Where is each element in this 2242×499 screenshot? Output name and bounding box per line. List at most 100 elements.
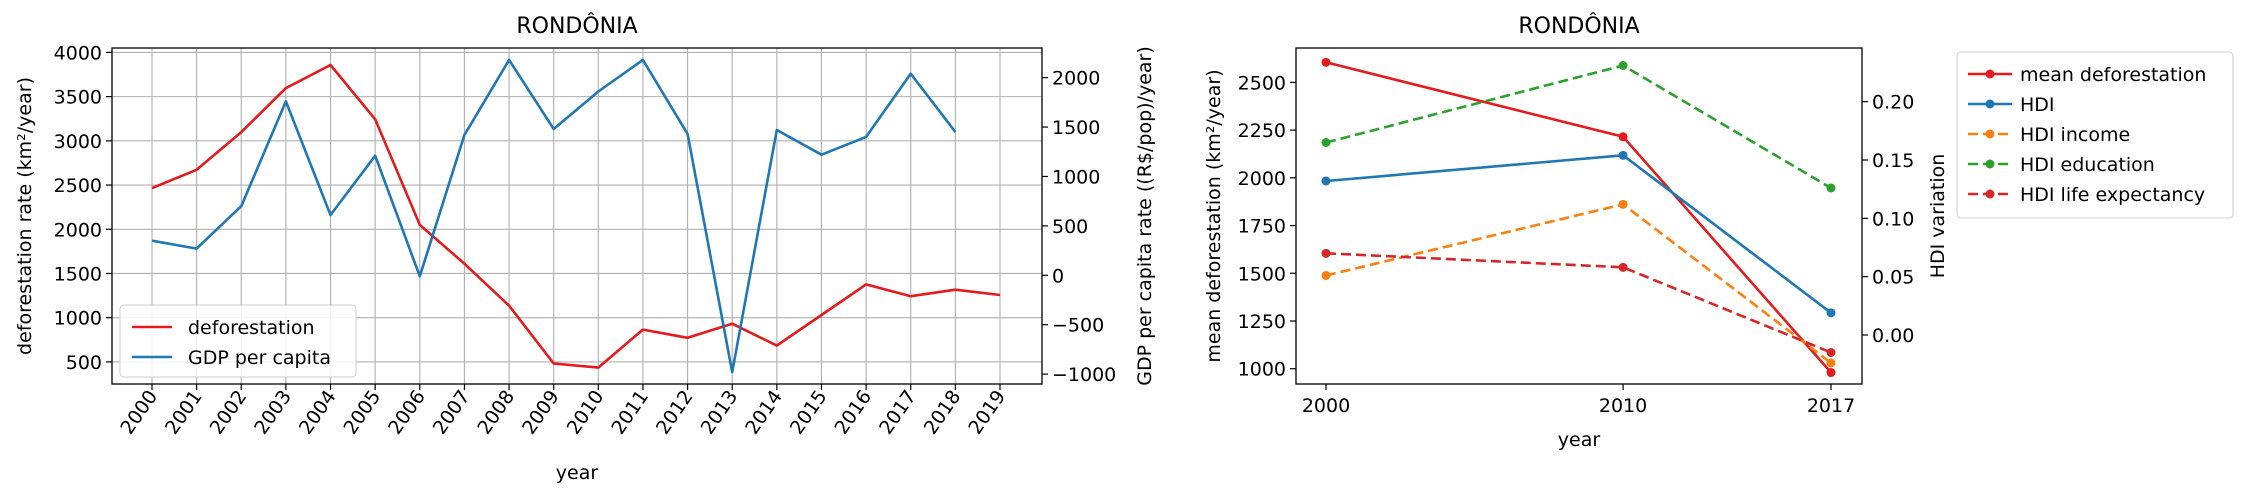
x-axis-label: year bbox=[556, 462, 599, 484]
x-tick-label: 2017 bbox=[875, 386, 921, 438]
y-tick-label: 2500 bbox=[54, 175, 102, 197]
series-line-mean-deforestation bbox=[1325, 61, 1832, 374]
data-point-hdi bbox=[1618, 150, 1628, 160]
data-point-hdi-education bbox=[1826, 183, 1836, 193]
y2-tick-label: 1000 bbox=[1052, 166, 1100, 188]
y-tick-label: 1500 bbox=[1238, 263, 1286, 285]
y-tick-label: 4000 bbox=[54, 42, 102, 64]
legend-label-deforestation: deforestation bbox=[188, 317, 315, 339]
x-tick-label: 2010 bbox=[563, 386, 609, 438]
x-tick-label: 2018 bbox=[920, 386, 966, 438]
y-tick-label: 1000 bbox=[54, 308, 102, 330]
legend-label-hdi: HDI bbox=[2020, 94, 2055, 116]
y2-axis-label: GDP per capita rate ((R$/pop)/year) bbox=[1134, 46, 1156, 386]
x-tick-label: 2000 bbox=[1302, 395, 1350, 417]
y-tick-label: 1250 bbox=[1238, 311, 1286, 333]
y-axis-ticks: 1000 1250 1500 1750 2000 2250 2500 bbox=[1238, 72, 1296, 381]
x-tick-label: 2019 bbox=[964, 386, 1010, 438]
x-tick-label: 2016 bbox=[830, 386, 876, 438]
x-tick-label: 2002 bbox=[206, 386, 252, 438]
y2-tick-label: 2000 bbox=[1052, 68, 1100, 90]
y-axis-label: deforestation rate (km²/year) bbox=[14, 77, 36, 355]
legend-box bbox=[119, 304, 357, 378]
series-layer bbox=[151, 58, 1001, 374]
series-line-deforestation bbox=[151, 63, 1001, 369]
y2-tick-label: 0.00 bbox=[1872, 325, 1914, 347]
data-point-mean-deforestation bbox=[1618, 132, 1628, 142]
x-tick-label: 2004 bbox=[295, 386, 341, 438]
y-axis-label: mean deforestation (km²/year) bbox=[1203, 69, 1225, 362]
legend-marker-hdi bbox=[1985, 99, 1995, 109]
data-point-hdi bbox=[1826, 308, 1836, 318]
data-point-mean-deforestation bbox=[1826, 368, 1836, 378]
y2-axis-ticks: 0.00 0.05 0.10 0.15 0.20 bbox=[1862, 92, 1914, 347]
y-tick-label: 2000 bbox=[54, 219, 102, 241]
series-line-hdi-life-expectancy bbox=[1325, 252, 1832, 354]
x-tick-label: 2007 bbox=[429, 386, 475, 438]
x-axis-label: year bbox=[1558, 429, 1601, 451]
x-tick-label: 2005 bbox=[339, 386, 385, 438]
legend-items: mean deforestation HDI HDI income HDI educa… bbox=[1968, 64, 2206, 206]
legend: deforestation GDP per capita bbox=[119, 304, 357, 378]
y2-tick-label: 0 bbox=[1052, 265, 1064, 287]
series-line-hdi bbox=[1325, 154, 1832, 314]
y-tick-label: 1500 bbox=[54, 263, 102, 285]
y-tick-label: 2250 bbox=[1238, 120, 1286, 142]
y-axis-ticks: 500 1000 1500 2000 2500 3000 3500 4000 bbox=[54, 42, 112, 374]
legend-label-mean-deforestation: mean deforestation bbox=[2020, 64, 2206, 86]
legend-marker-hdi-education bbox=[1985, 159, 1995, 169]
data-point-hdi-income bbox=[1618, 199, 1628, 209]
y-tick-label: 3000 bbox=[54, 131, 102, 153]
data-point-hdi bbox=[1321, 176, 1331, 186]
y-tick-label: 3500 bbox=[54, 87, 102, 109]
legend-marker-hdi-life-expectancy bbox=[1985, 189, 1995, 199]
x-tick-label: 2014 bbox=[741, 386, 787, 438]
legend-label-hdi-life-expectancy: HDI life expectancy bbox=[2020, 184, 2205, 206]
x-axis-ticks: 2000 2010 2017 bbox=[1302, 384, 1855, 417]
legend-label-hdi-income: HDI income bbox=[2020, 124, 2130, 146]
legend-marker-mean-deforestation bbox=[1985, 69, 1995, 79]
plot-frame bbox=[111, 47, 1043, 385]
y-tick-label: 2000 bbox=[1238, 168, 1286, 190]
x-tick-label: 2001 bbox=[161, 386, 207, 438]
legend-marker-hdi-income bbox=[1985, 129, 1995, 139]
x-tick-label: 2006 bbox=[384, 386, 430, 438]
chart-title: RONDÔNIA bbox=[1518, 13, 1639, 39]
deforestation-gdp-chart: 500 1000 1500 2000 2500 3000 3500 4000 −1000 −50… bbox=[14, 13, 1156, 484]
x-tick-label: 2009 bbox=[518, 386, 564, 438]
series-line-hdi-income bbox=[1325, 203, 1832, 365]
x-tick-label: 2017 bbox=[1807, 395, 1855, 417]
x-tick-label: 2010 bbox=[1599, 395, 1647, 417]
legend: mean deforestation HDI HDI income HDI educa… bbox=[1956, 51, 2234, 219]
y2-tick-label: 0.10 bbox=[1872, 208, 1914, 230]
x-axis-ticks: 2000200120022003200420052006200720082009… bbox=[116, 384, 1010, 438]
legend-label-gdp-per-capita: GDP per capita bbox=[188, 347, 331, 369]
x-tick-label: 2015 bbox=[786, 386, 832, 438]
legend-box bbox=[1956, 51, 2234, 219]
x-tick-label: 2008 bbox=[473, 386, 519, 438]
data-point-hdi-life-expectancy bbox=[1321, 248, 1331, 258]
legend-label-hdi-education: HDI education bbox=[2020, 154, 2155, 176]
data-point-hdi-education bbox=[1618, 61, 1628, 70]
y2-tick-label: −1000 bbox=[1052, 364, 1116, 386]
x-tick-label: 2011 bbox=[607, 386, 653, 438]
hdi-chart: 1000 1250 1500 1750 2000 2250 2500 0.00 0.05 0.1… bbox=[1203, 13, 2234, 451]
y2-tick-label: 1500 bbox=[1052, 117, 1100, 139]
y2-tick-label: 0.15 bbox=[1872, 150, 1914, 172]
data-point-hdi-life-expectancy bbox=[1618, 262, 1628, 272]
grid bbox=[112, 48, 1042, 384]
data-point-hdi-education bbox=[1321, 138, 1331, 147]
x-tick-label: 2003 bbox=[250, 386, 296, 438]
y2-tick-label: 0.20 bbox=[1872, 92, 1914, 114]
y2-tick-label: 500 bbox=[1052, 216, 1088, 238]
data-point-mean-deforestation bbox=[1321, 57, 1331, 67]
data-point-hdi-income bbox=[1826, 358, 1836, 368]
y2-tick-label: 0.05 bbox=[1872, 267, 1914, 289]
series-layer bbox=[1321, 57, 1836, 378]
y-tick-label: 1750 bbox=[1238, 216, 1286, 238]
data-point-hdi-income bbox=[1321, 271, 1331, 280]
y2-axis-label: HDI variation bbox=[1927, 154, 1949, 279]
y2-tick-label: −500 bbox=[1052, 315, 1104, 337]
y-tick-label: 500 bbox=[66, 352, 102, 374]
